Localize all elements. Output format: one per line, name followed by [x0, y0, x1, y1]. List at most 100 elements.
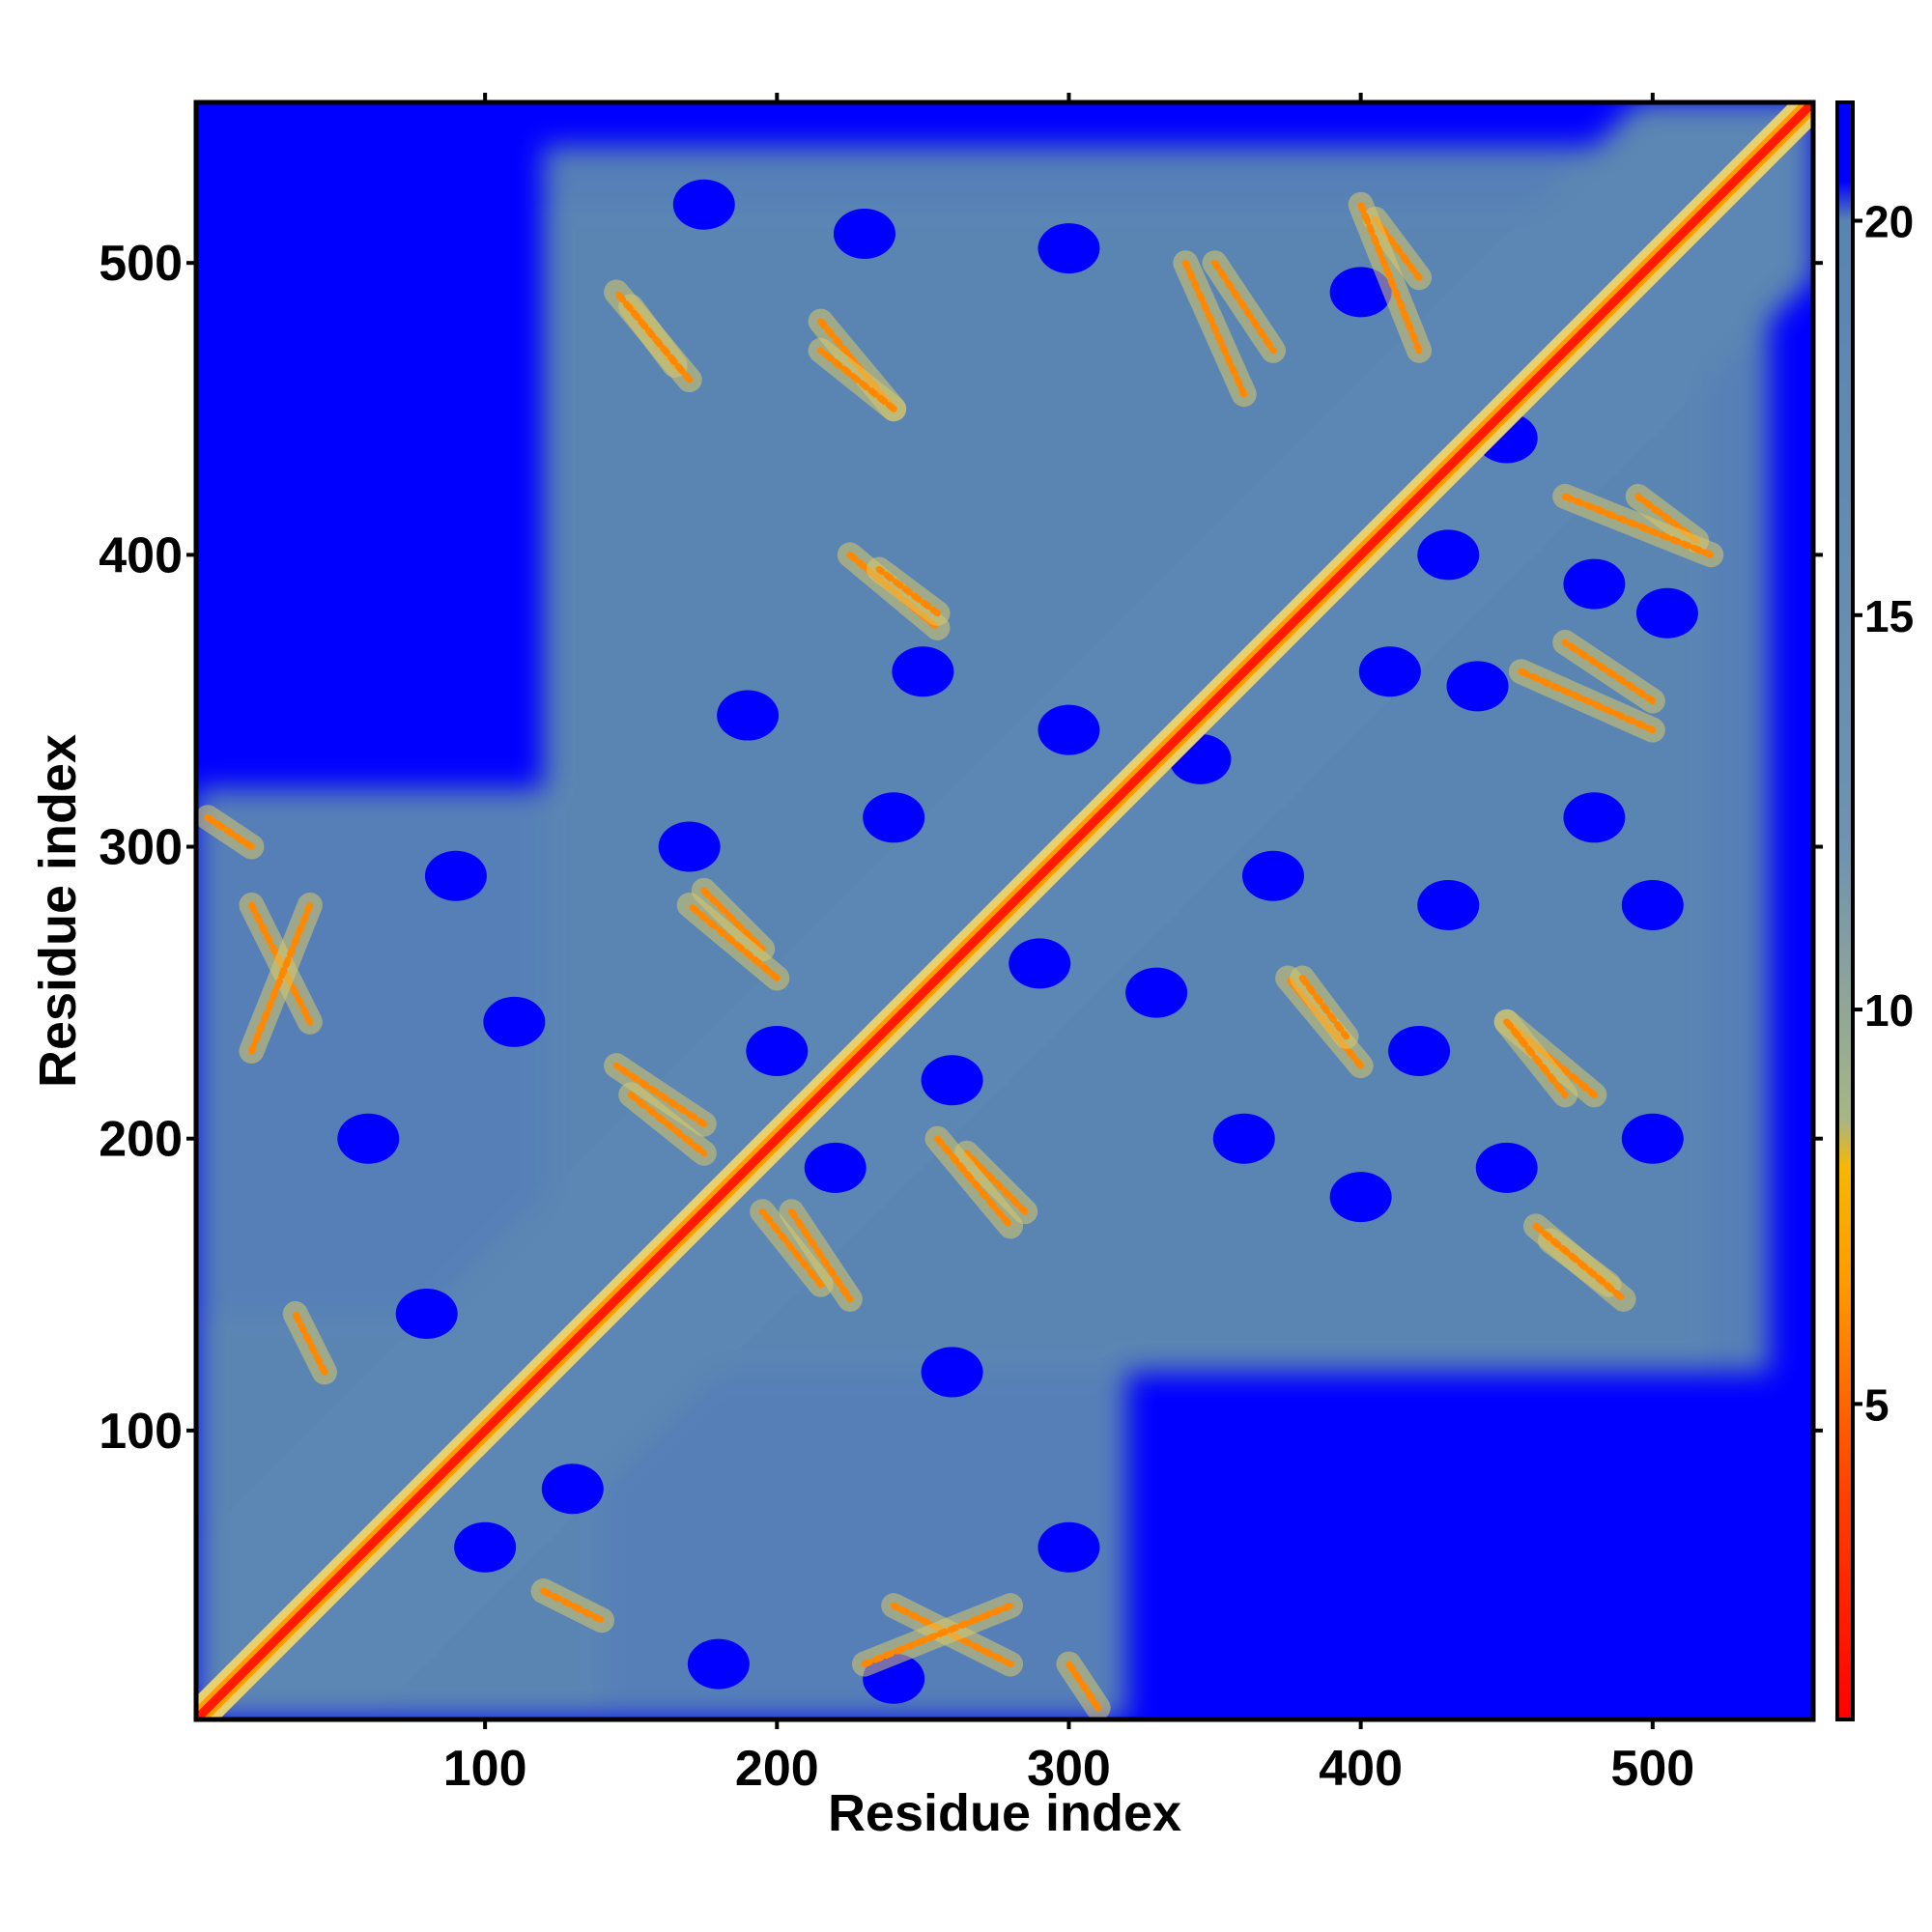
- colorbar: 5 10 15 20: [1835, 100, 1914, 1721]
- contact-gap-35: [424, 850, 487, 901]
- strand-core: [1561, 493, 1715, 558]
- x-tick-label: 100: [443, 1741, 527, 1797]
- strand-core: [1298, 974, 1350, 1040]
- contact-gap-28: [1621, 1113, 1684, 1164]
- strand-core-mirror: [1065, 1661, 1102, 1712]
- plot-frame: [193, 99, 1816, 1722]
- colorbar-tick-label: 10: [1864, 985, 1914, 1036]
- contact-gap-10: [1563, 792, 1626, 843]
- strand-core: [700, 887, 766, 952]
- contact-gap-11: [1621, 879, 1684, 930]
- strand-core-mirror: [247, 901, 314, 1055]
- strand-pair-9: [1348, 191, 1724, 568]
- contact-gap-18: [658, 821, 721, 872]
- strand-core: [787, 1208, 854, 1303]
- contact-gap-20: [746, 1026, 809, 1077]
- contact-gap-22: [921, 1055, 983, 1106]
- strand-core-mirror: [817, 347, 897, 412]
- contact-gap-8: [1358, 646, 1421, 697]
- contact-gap-5: [1417, 529, 1480, 581]
- contact-gap-2: [1037, 223, 1100, 274]
- contact-gap-12: [1417, 879, 1480, 930]
- self-distance-diagonal: [196, 102, 1813, 1719]
- strand-pair-5: [618, 1082, 834, 1297]
- contact-gap-1: [833, 208, 895, 259]
- contact-gap-36: [687, 1638, 750, 1690]
- strand-pair-6: [604, 1053, 863, 1312]
- contact-gap-19: [863, 792, 925, 843]
- strand-core: [627, 1091, 708, 1157]
- contact-gap-31: [454, 1521, 517, 1573]
- y-tick-label: 200: [99, 1112, 183, 1168]
- strand-pair-11: [867, 556, 1359, 1049]
- strand-core: [1211, 259, 1277, 355]
- strand-pair-13: [604, 279, 1636, 1312]
- strand-core-mirror: [1357, 201, 1423, 355]
- strand-pair-3: [691, 877, 1038, 1225]
- strand-core: [861, 1602, 1014, 1668]
- x-tick-label: 500: [1610, 1741, 1694, 1797]
- x-axis-ticks: 100 200 300 400 500: [443, 93, 1694, 1797]
- contact-gap-13: [1241, 850, 1304, 901]
- strand-pair-4: [676, 892, 1024, 1239]
- contact-gap-38: [1037, 1521, 1100, 1573]
- strand-core-mirror: [612, 1062, 708, 1128]
- diagonal-core: [196, 102, 1813, 1719]
- strand-pair-17: [282, 1300, 615, 1634]
- strand-core-mirror: [686, 901, 781, 981]
- strand-core: [1503, 1018, 1569, 1098]
- contact-gap-27: [1475, 1142, 1538, 1193]
- strand-core-mirror: [758, 1208, 825, 1289]
- strand-core-mirror: [1561, 639, 1657, 704]
- contact-gap-34: [483, 996, 546, 1047]
- strand-core-mirror: [963, 1150, 1029, 1215]
- strand-core: [1518, 668, 1657, 734]
- contact-gap-26: [1329, 1172, 1392, 1223]
- strand-core-mirror: [1181, 259, 1248, 398]
- strand-core: [1532, 1222, 1628, 1303]
- strand-pair-15: [196, 805, 1111, 1719]
- contact-gap-9: [1446, 661, 1509, 712]
- y-tick-label: 300: [99, 820, 183, 876]
- colorbar-tick-label: 20: [1864, 196, 1914, 246]
- strand-core: [540, 1587, 606, 1624]
- strand-core: [934, 1135, 1014, 1230]
- contact-gap-17: [717, 690, 780, 741]
- strand-core: [204, 813, 255, 851]
- contact-gap-33: [337, 1113, 400, 1164]
- y-tick-label: 500: [99, 236, 183, 292]
- x-tick-label: 200: [735, 1741, 819, 1797]
- y-axis-ticks: 100 200 300 400 500: [99, 236, 1823, 1460]
- contact-gap-39: [921, 1347, 983, 1398]
- colorbar-gradient: [1835, 100, 1855, 1721]
- contact-gap-21: [804, 1142, 867, 1193]
- strand-pairing-lines: [196, 191, 1724, 1719]
- contact-gap-15: [1037, 704, 1100, 755]
- contact-gap-29: [1388, 1026, 1451, 1077]
- x-tick-label: 400: [1319, 1741, 1403, 1797]
- strand-core-mirror: [875, 565, 942, 617]
- contact-gap-24: [1125, 967, 1188, 1018]
- x-tick-label: 300: [1027, 1741, 1111, 1797]
- contact-gap-0: [672, 179, 735, 230]
- contact-gap-6: [1563, 558, 1626, 610]
- contact-gap-23: [1009, 938, 1071, 989]
- strand-core-mirror: [612, 288, 694, 384]
- plot-area: [193, 99, 1816, 1722]
- x-axis-label: Residue index: [828, 1784, 1181, 1842]
- colorbar-tick-label: 5: [1864, 1379, 1889, 1430]
- contact-gap-7: [1635, 587, 1698, 639]
- strand-pair-16: [239, 892, 1024, 1677]
- y-tick-label: 400: [99, 527, 183, 583]
- contact-gap-30: [395, 1288, 458, 1339]
- colorbar-ticks: 5 10 15 20: [1853, 196, 1914, 1430]
- contact-gap-32: [541, 1463, 604, 1515]
- strand-pair-12: [808, 337, 1578, 1108]
- y-axis-label: Residue index: [29, 734, 87, 1088]
- contact-gap-16: [892, 646, 954, 697]
- contact-gap-25: [1212, 1113, 1275, 1164]
- colorbar-tick-label: 15: [1864, 591, 1914, 641]
- strand-pair-10: [1173, 250, 1665, 743]
- y-tick-label: 100: [99, 1404, 183, 1460]
